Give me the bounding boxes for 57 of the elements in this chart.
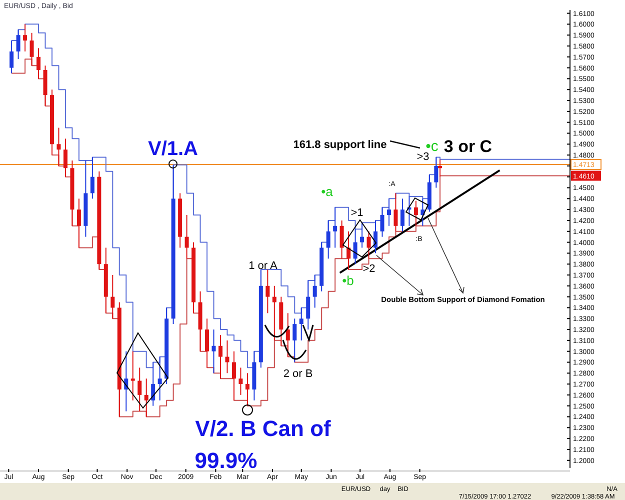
candlestick bbox=[205, 318, 210, 368]
candlestick bbox=[380, 206, 384, 238]
candlestick bbox=[360, 222, 364, 248]
candlestick bbox=[326, 220, 330, 260]
candlestick bbox=[400, 198, 404, 232]
annotation: V/2. B Can of bbox=[195, 416, 332, 441]
candlestick bbox=[299, 307, 304, 341]
candlestick bbox=[130, 350, 135, 401]
candlestick bbox=[90, 156, 94, 200]
annotation: 3 or C bbox=[444, 137, 492, 156]
candlestick bbox=[312, 274, 317, 308]
annotation: 2 or B bbox=[283, 368, 313, 380]
candlestick bbox=[212, 329, 216, 374]
annotation: •b bbox=[342, 273, 354, 288]
candlestick bbox=[414, 200, 418, 226]
candlestick bbox=[286, 312, 290, 358]
candlestick bbox=[420, 198, 425, 226]
candlestick bbox=[394, 192, 398, 232]
candlestick bbox=[238, 367, 243, 396]
candlestick bbox=[151, 362, 156, 406]
candlestick bbox=[36, 48, 41, 80]
candlestick bbox=[333, 206, 338, 248]
candlestick bbox=[225, 340, 230, 374]
candlestick bbox=[232, 350, 236, 401]
candlestick bbox=[30, 32, 34, 66]
candlestick bbox=[272, 285, 276, 341]
candlestick bbox=[353, 228, 358, 265]
candlestick bbox=[366, 230, 371, 260]
candlestick bbox=[16, 29, 20, 60]
candlestick bbox=[434, 156, 438, 188]
candlestick bbox=[76, 198, 81, 248]
candlestick bbox=[292, 318, 297, 363]
candlestick bbox=[306, 280, 310, 330]
candlestick bbox=[438, 158, 442, 178]
annotation: >3 bbox=[416, 151, 430, 163]
candlestick bbox=[266, 269, 270, 314]
candlestick bbox=[63, 138, 68, 178]
candlestick bbox=[340, 220, 344, 260]
candlestick bbox=[386, 198, 391, 226]
annotation: 1 or A bbox=[248, 260, 278, 272]
candlestick bbox=[218, 334, 222, 380]
annotation: >2 bbox=[362, 263, 376, 275]
candlestick bbox=[346, 230, 351, 270]
annotation: •a bbox=[321, 184, 334, 199]
candlestick bbox=[138, 367, 142, 412]
annotation: 99.9% bbox=[194, 448, 258, 473]
candlestick bbox=[110, 274, 115, 320]
candlestick bbox=[23, 24, 28, 52]
annotation: >1 bbox=[350, 207, 364, 219]
candlestick bbox=[245, 372, 250, 406]
candlestick bbox=[144, 378, 148, 418]
candlestick bbox=[158, 356, 162, 401]
candlestick bbox=[10, 40, 14, 74]
candlestick bbox=[56, 127, 61, 166]
candlestick bbox=[184, 214, 189, 260]
annotation: V/1.A bbox=[148, 138, 198, 160]
annotation: 161.8 support line bbox=[293, 139, 387, 151]
